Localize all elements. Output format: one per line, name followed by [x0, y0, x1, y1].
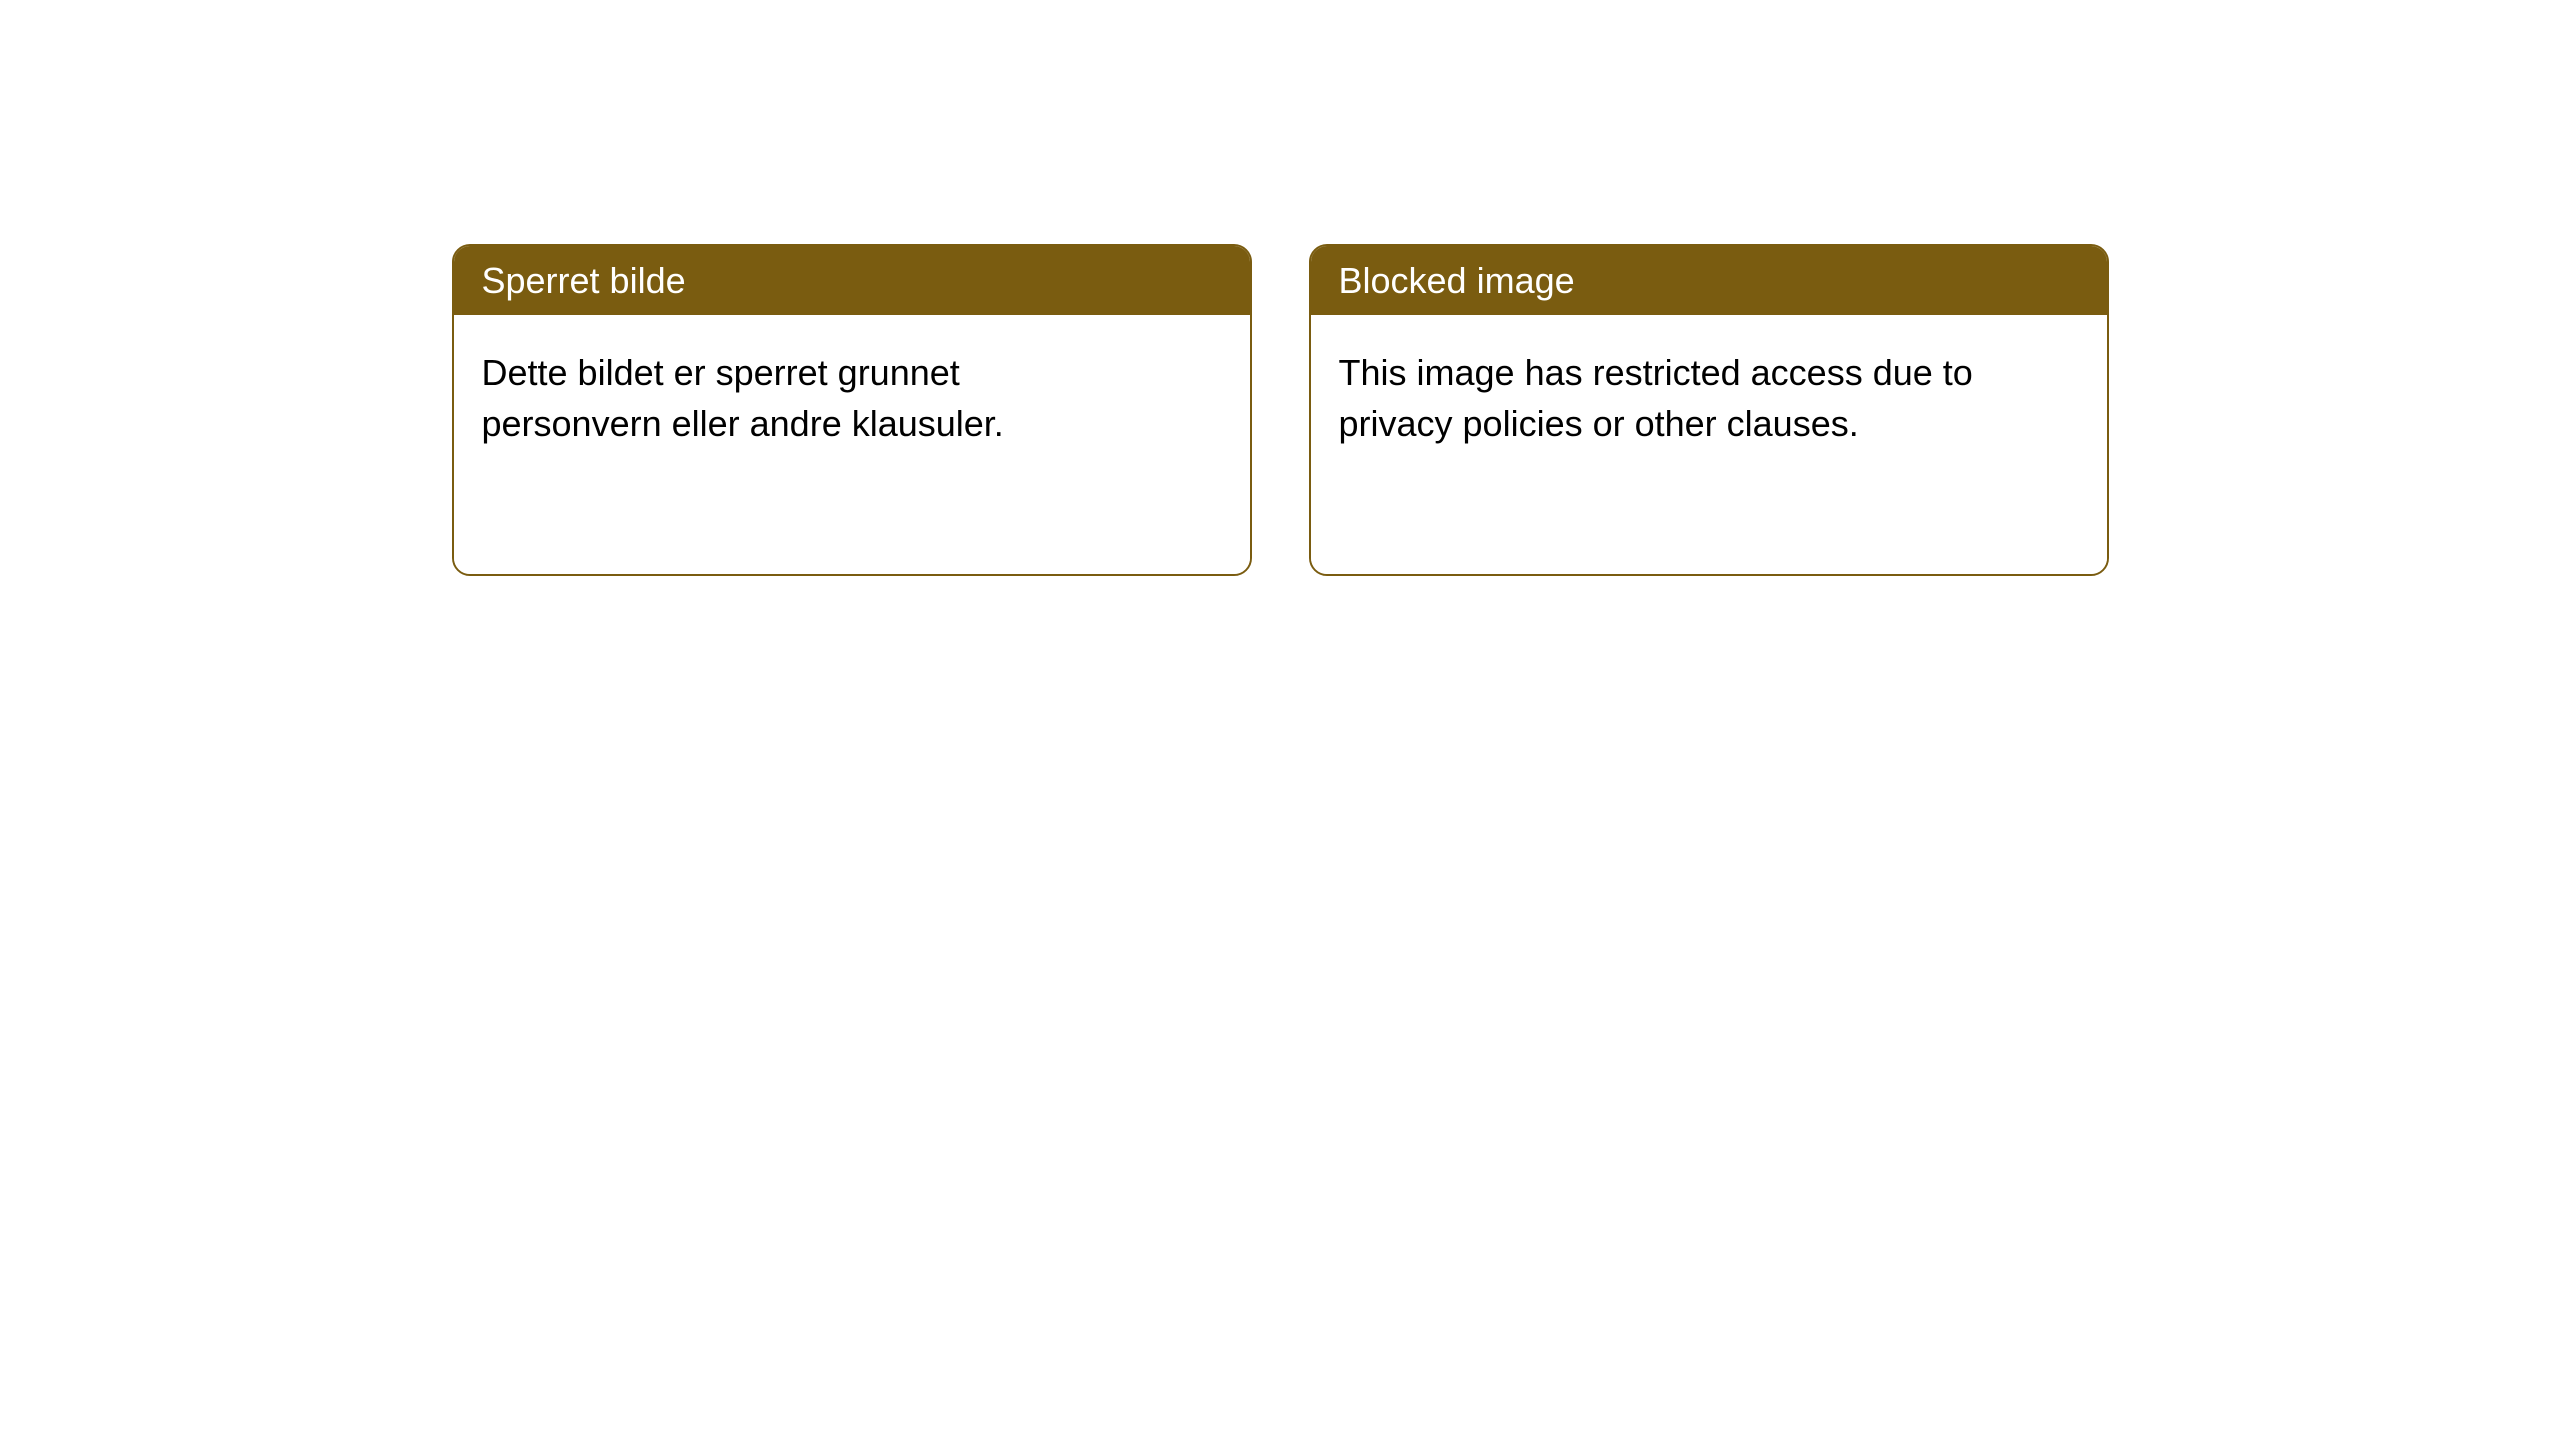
notice-body-norwegian: Dette bildet er sperret grunnet personve… [454, 315, 1250, 574]
notice-title-english: Blocked image [1311, 246, 2107, 315]
notice-body-english: This image has restricted access due to … [1311, 315, 2107, 574]
notice-box-norwegian: Sperret bilde Dette bildet er sperret gr… [452, 244, 1252, 576]
notice-text-english: This image has restricted access due to … [1339, 348, 1979, 449]
notice-text-norwegian: Dette bildet er sperret grunnet personve… [482, 348, 1122, 449]
notice-container: Sperret bilde Dette bildet er sperret gr… [452, 244, 2109, 1440]
notice-title-norwegian: Sperret bilde [454, 246, 1250, 315]
notice-box-english: Blocked image This image has restricted … [1309, 244, 2109, 576]
